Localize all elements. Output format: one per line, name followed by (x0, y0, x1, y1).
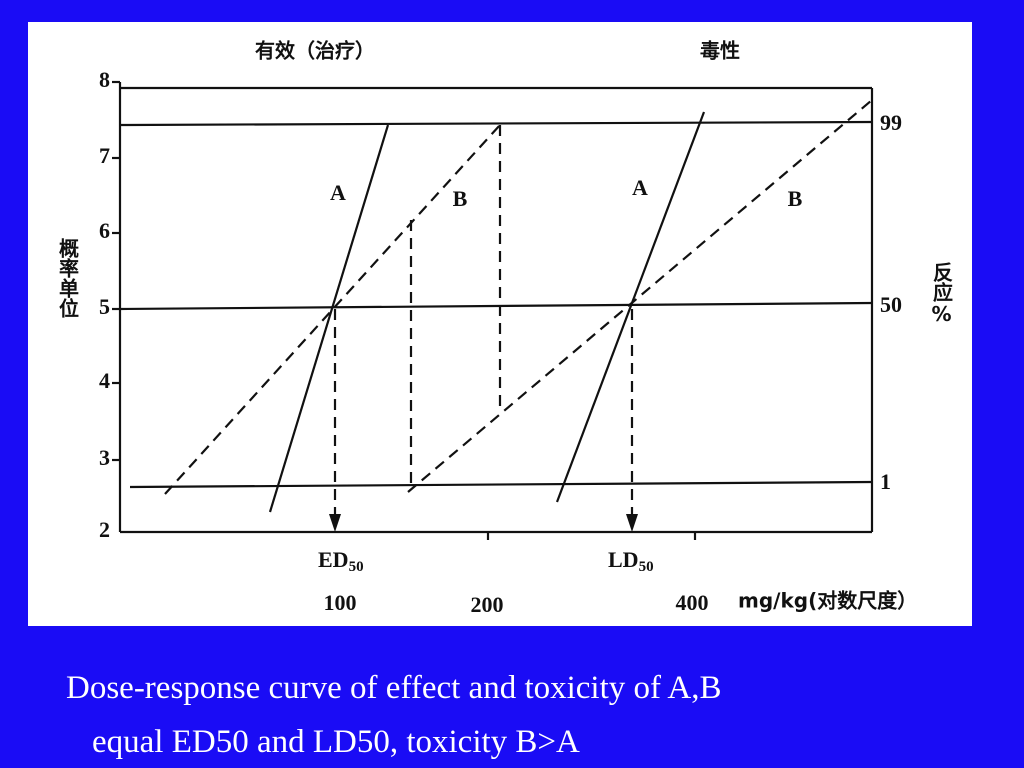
right-tick: 50 (880, 292, 902, 317)
y-tick-label: 5 (99, 294, 110, 319)
y-tick-label: 3 (99, 445, 110, 470)
response-lines (164, 99, 873, 532)
y-tick-label: 4 (99, 368, 110, 393)
right-axis-label: 反应% (930, 262, 954, 326)
x-tick-label: 400 (676, 590, 709, 615)
caption-line: equal ED50 and LD50, toxicity B>A (92, 724, 580, 760)
right-tick: 99 (880, 110, 902, 135)
frame (112, 80, 874, 540)
header-left: 有效（治疗） (255, 39, 375, 63)
y-tick-label: 6 (99, 218, 110, 243)
right-tick: 1 (880, 469, 891, 494)
ld50-label: LD50 (608, 547, 654, 575)
line-label: A (330, 180, 346, 205)
ed-sub: 50 (349, 559, 364, 575)
ld-main: LD (608, 547, 639, 572)
ld-sub: 50 (639, 559, 654, 575)
y-axis-label: 概率单位 (56, 238, 80, 318)
ed-main: ED (318, 547, 349, 572)
caption-line: Dose-response curve of effect and toxici… (66, 670, 722, 706)
x-tick-label: 200 (471, 592, 504, 617)
y-tick-label: 8 (99, 67, 110, 92)
y-tick-label: 7 (99, 143, 110, 168)
line-label: B (453, 186, 468, 211)
header-right: 毒性 (700, 39, 740, 63)
x-unit: mg/kg(对数尺度） (738, 589, 917, 613)
ed50-label: ED50 (318, 547, 364, 575)
line-label: B (788, 186, 803, 211)
x-tick-label: 100 (324, 590, 357, 615)
line-label: A (632, 175, 648, 200)
y-tick-label: 2 (99, 517, 110, 542)
